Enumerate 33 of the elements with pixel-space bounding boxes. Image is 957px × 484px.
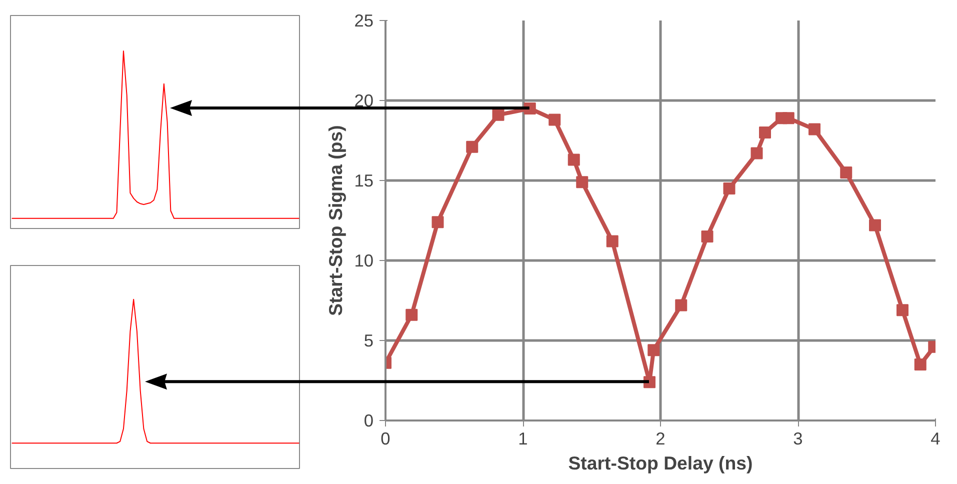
point [576, 176, 588, 188]
x-axis-title: Start-Stop Delay (ns) [568, 452, 753, 474]
point [432, 216, 444, 228]
point [492, 108, 504, 121]
point [406, 308, 418, 321]
point [675, 299, 688, 312]
point [750, 147, 763, 160]
point [914, 358, 926, 370]
point [896, 304, 908, 316]
y-tick-label: 5 [364, 330, 374, 350]
point [466, 140, 478, 153]
point [869, 219, 881, 232]
point [548, 114, 561, 126]
point [782, 112, 794, 124]
point [808, 123, 820, 136]
point [701, 230, 714, 242]
y-tick-label: 25 [354, 10, 374, 30]
y-tick-label: 10 [354, 250, 374, 270]
point [723, 182, 736, 194]
point [759, 126, 771, 138]
x-tick-label: 3 [793, 428, 803, 448]
y-axis-title: Start-Stop Sigma (ps) [325, 125, 346, 316]
x-tick-label: 2 [656, 428, 666, 448]
x-tick-label: 1 [518, 428, 528, 448]
point [648, 344, 660, 356]
point [606, 235, 618, 248]
x-tick-label: 0 [380, 428, 390, 448]
y-tick-label: 0 [364, 410, 374, 430]
point [840, 166, 852, 178]
point [568, 154, 580, 166]
x-tick-label: 4 [930, 428, 941, 448]
y-tick-label: 20 [354, 90, 374, 110]
y-tick-label: 15 [354, 170, 374, 190]
